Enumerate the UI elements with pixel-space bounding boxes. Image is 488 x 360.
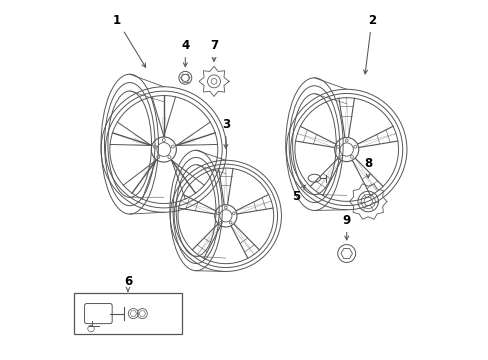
Text: 1: 1 (113, 14, 145, 67)
Text: 9: 9 (342, 214, 350, 240)
Text: 6: 6 (123, 275, 132, 291)
Text: 5: 5 (292, 185, 305, 203)
Text: 8: 8 (364, 157, 371, 178)
Text: 2: 2 (363, 14, 375, 74)
Text: 7: 7 (209, 39, 218, 61)
Bar (74, 293, 182, 334)
Text: 4: 4 (181, 39, 189, 67)
Text: 3: 3 (222, 118, 229, 148)
